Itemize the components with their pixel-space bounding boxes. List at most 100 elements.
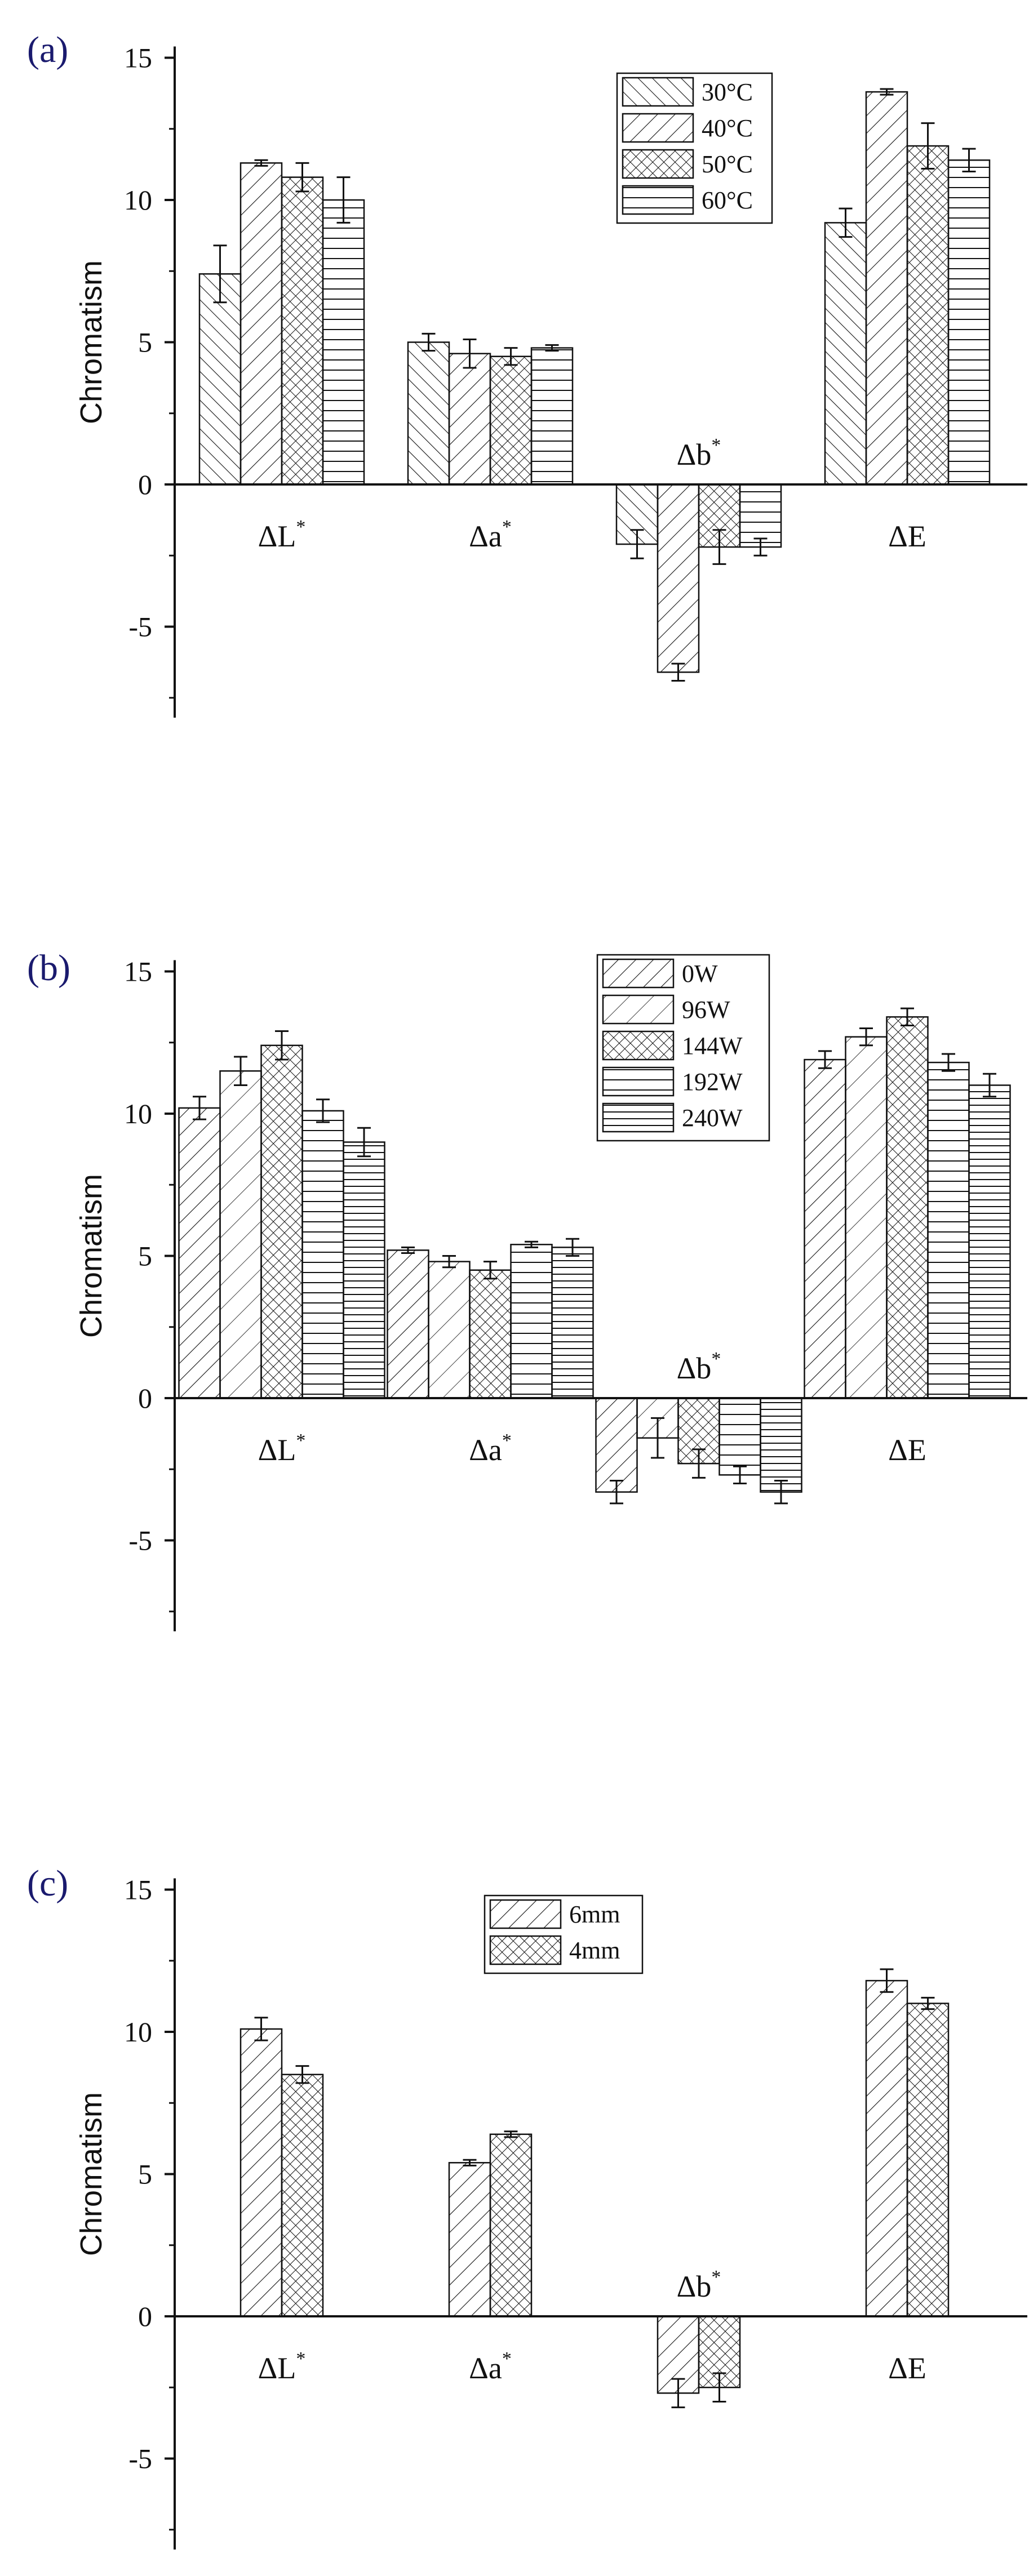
- bar-60°C-ΔE: [947, 159, 991, 486]
- y-tick-label: 0: [138, 2301, 152, 2332]
- category-label: ΔE: [888, 519, 926, 553]
- y-tick-label: -5: [128, 2443, 152, 2475]
- y-axis-title: Chromatism: [74, 1174, 108, 1338]
- y-tick-label: 15: [124, 1874, 152, 1906]
- bar-144W-Δa: [469, 1269, 512, 1399]
- bar-40°C-ΔL: [239, 162, 283, 486]
- bar-40°C-ΔE: [865, 91, 908, 486]
- y-tick-label: 10: [124, 2016, 152, 2048]
- category-label: Δa*: [469, 2348, 512, 2385]
- y-tick-label: 0: [138, 1382, 152, 1414]
- category-label: ΔE: [888, 1433, 926, 1467]
- y-tick-label: 15: [124, 956, 152, 987]
- bar-4mm-ΔE: [906, 2003, 950, 2317]
- panel-label: (c): [27, 1863, 68, 1904]
- bar-50°C-Δa: [489, 355, 533, 486]
- y-tick-label: 5: [138, 2159, 152, 2190]
- legend-swatch: [602, 1030, 675, 1061]
- bar-0W-Δa: [387, 1249, 429, 1399]
- legend-swatch: [602, 1066, 675, 1097]
- y-tick-label: 15: [124, 42, 152, 74]
- legend: 0W 96W 144W 192W 240W: [596, 954, 770, 1142]
- legend-label: 40°C: [702, 114, 753, 142]
- legend-label: 60°C: [702, 186, 753, 214]
- y-tick-label: 10: [124, 184, 152, 216]
- y-tick-label: -5: [128, 611, 152, 643]
- y-tick-label: 10: [124, 1098, 152, 1129]
- legend-swatch: [602, 994, 675, 1025]
- legend-swatch: [489, 1935, 562, 1965]
- category-label: ΔE: [888, 2351, 926, 2385]
- bar-96W-ΔE: [845, 1036, 888, 1399]
- category-label: Δb*: [677, 435, 721, 471]
- bar-144W-ΔE: [886, 1016, 929, 1399]
- bar-4mm-ΔL: [281, 2074, 324, 2317]
- bar-60°C-Δa: [530, 347, 574, 486]
- bar-6mm-Δa: [448, 2162, 491, 2317]
- category-label: Δa*: [469, 1430, 512, 1467]
- category-label: ΔL*: [258, 2348, 306, 2385]
- legend-swatch: [489, 1899, 562, 1929]
- bar-30°C-Δa: [407, 341, 450, 486]
- y-axis-title: Chromatism: [74, 2092, 108, 2256]
- legend-label: 50°C: [702, 150, 753, 178]
- bar-6mm-ΔE: [865, 1979, 908, 2317]
- bar-192W-Δb: [718, 1397, 761, 1476]
- bar-144W-ΔL: [260, 1044, 303, 1399]
- legend-label: 192W: [682, 1068, 743, 1096]
- y-tick-label: 0: [138, 469, 152, 500]
- category-label: ΔL*: [258, 517, 306, 553]
- legend-swatch: [602, 1102, 675, 1133]
- y-axis-title: Chromatism: [74, 260, 108, 424]
- legend-label: 4mm: [569, 1937, 620, 1964]
- bar-50°C-ΔE: [906, 145, 950, 486]
- category-label: ΔL*: [258, 1430, 306, 1467]
- legend-label: 6mm: [569, 1901, 620, 1928]
- bar-30°C-ΔE: [824, 222, 867, 486]
- bar-240W-ΔL: [343, 1141, 385, 1399]
- category-label: Δb*: [677, 1349, 721, 1385]
- chart-panel-2: (b) -5 0 5 10 15 Chromatism ΔL* Δa* Δb* ΔE 0W 96W 144…: [27, 947, 1027, 1631]
- bar-30°C-ΔL: [198, 273, 242, 486]
- y-tick-label: 5: [138, 327, 152, 358]
- category-label: Δb*: [677, 2267, 721, 2303]
- legend-swatch: [622, 149, 694, 179]
- bar-96W-Δa: [428, 1261, 471, 1399]
- bar-60°C-ΔL: [322, 199, 365, 486]
- bar-192W-Δa: [510, 1244, 553, 1399]
- bar-40°C-Δb: [657, 483, 700, 673]
- panel-label: (a): [27, 29, 68, 70]
- chart-panel-1: (a) -5 0 5 10 15 Chromatism ΔL* Δa* Δb* ΔE 30°C 40°C…: [27, 29, 1027, 718]
- panel-label: (b): [27, 947, 70, 989]
- bar-240W-Δb: [760, 1397, 802, 1493]
- bar-6mm-ΔL: [239, 2028, 283, 2317]
- bar-4mm-Δa: [489, 2133, 533, 2317]
- bar-50°C-ΔL: [281, 176, 324, 486]
- legend-swatch: [622, 113, 694, 143]
- bar-96W-ΔL: [219, 1070, 262, 1399]
- legend-swatch: [622, 185, 694, 215]
- legend-label: 96W: [682, 996, 730, 1024]
- bar-192W-ΔE: [927, 1061, 970, 1399]
- bar-192W-ΔL: [301, 1110, 344, 1399]
- bar-240W-ΔE: [968, 1084, 1011, 1399]
- y-tick-label: 5: [138, 1240, 152, 1272]
- y-tick-label: -5: [128, 1525, 152, 1556]
- legend-swatch: [622, 77, 694, 107]
- legend-label: 30°C: [702, 78, 753, 106]
- legend: 30°C 40°C 50°C 60°C: [616, 72, 773, 224]
- category-label: Δa*: [469, 517, 512, 553]
- bar-0W-ΔE: [804, 1058, 846, 1399]
- bar-240W-Δa: [551, 1247, 594, 1399]
- bar-0W-ΔL: [178, 1107, 221, 1399]
- bar-60°C-Δb: [739, 483, 782, 548]
- bar-0W-Δb: [595, 1397, 638, 1493]
- legend-label: 0W: [682, 960, 718, 987]
- bar-40°C-Δa: [448, 353, 491, 486]
- legend-swatch: [602, 958, 675, 989]
- legend-label: 240W: [682, 1104, 743, 1132]
